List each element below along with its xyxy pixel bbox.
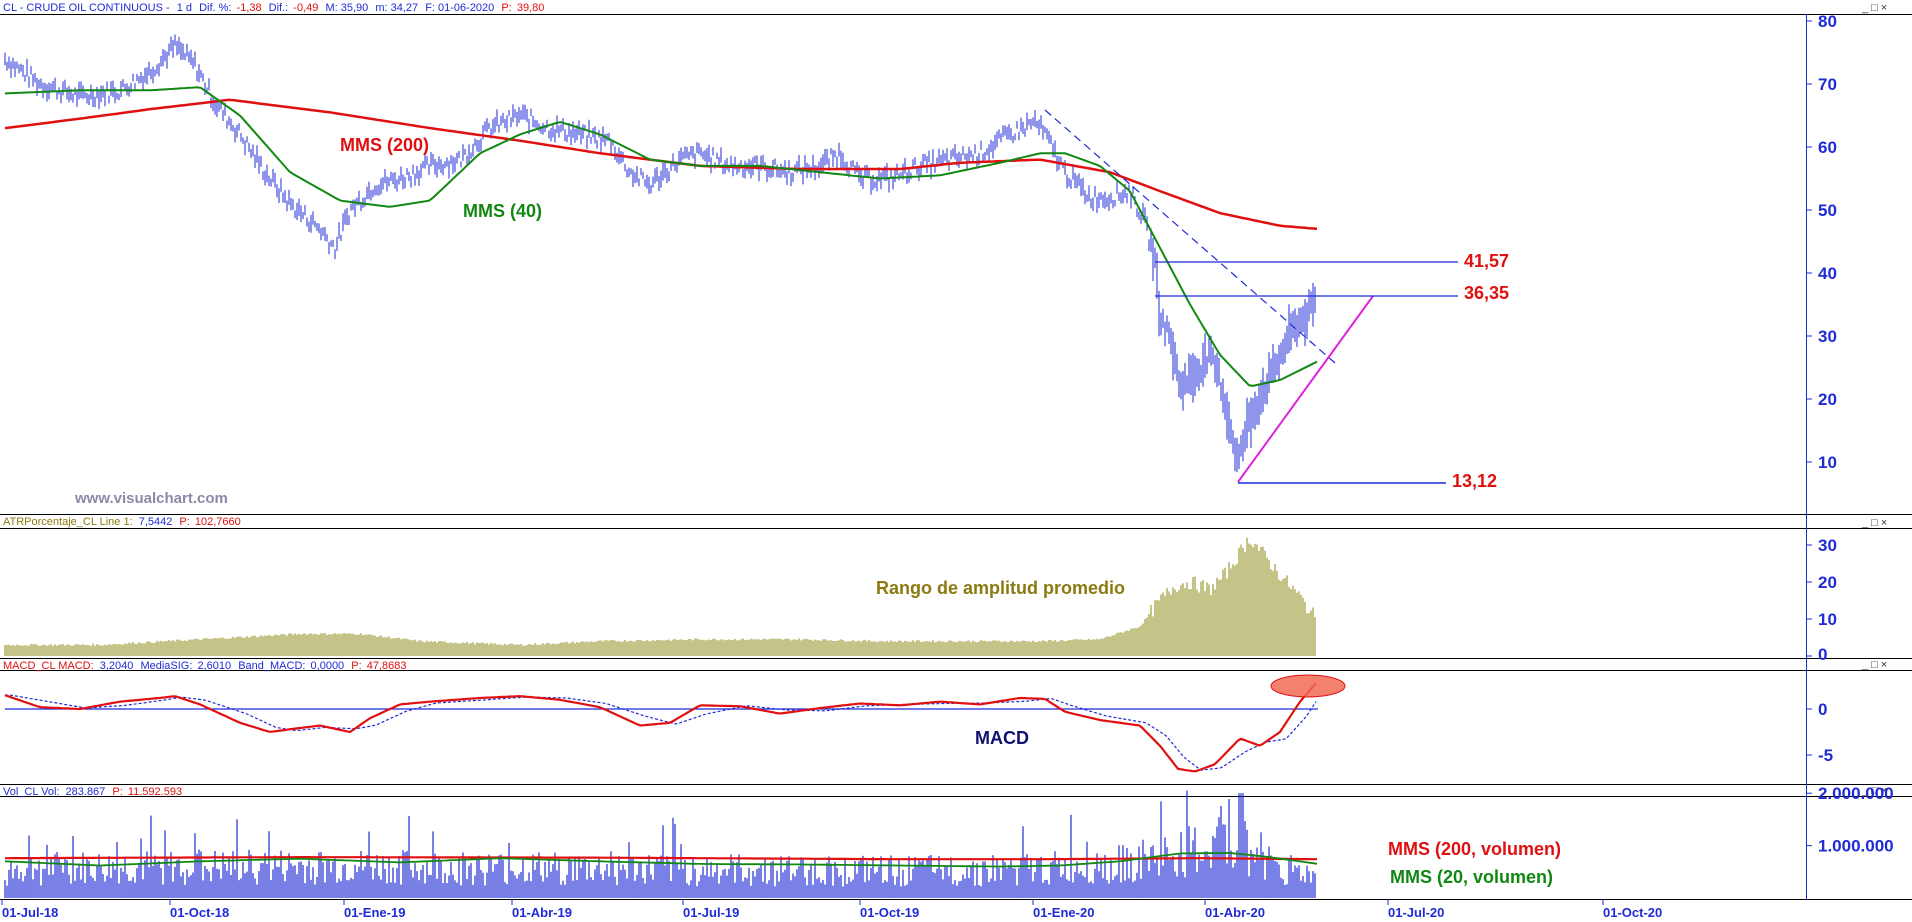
volume-label-20: MMS (20, volumen) [1390, 867, 1553, 887]
x-tick-label: 01-Abr-19 [512, 905, 572, 920]
macd-header-name: MACD_CL MACD: [3, 660, 94, 672]
header-dif-pct: -1,38 [237, 2, 262, 14]
x-tick-label: 01-Abr-20 [1205, 905, 1265, 920]
atr-window-controls[interactable]: _ □ × [1861, 517, 1887, 529]
volume-header-name: Vol_CL Vol: [3, 786, 59, 798]
header-price: 39,80 [517, 2, 545, 14]
atr-bars [4, 537, 1316, 656]
main-y-tick-label: 80 [1818, 12, 1837, 31]
x-tick-label: 01-Oct-20 [1603, 905, 1662, 920]
atr-header-name: ATRPorcentaje_CL Line 1: [3, 516, 133, 528]
macd-header-p: 47,8683 [367, 660, 407, 672]
support-line-magenta [1237, 295, 1374, 483]
macd-y-tick-label: 0 [1818, 700, 1827, 719]
volume-y-tick-label: 1.000.000 [1818, 837, 1894, 856]
macd-header-sig: 2,6010 [197, 660, 231, 672]
header-max: M: 35,90 [325, 2, 368, 14]
x-tick-label: 01-Jul-20 [1388, 905, 1444, 920]
macd-header-band-label: Band_MACD: [238, 660, 305, 672]
main-y-axis: 80 70 60 50 40 30 20 10 [1806, 12, 1837, 472]
watermark: www.visualchart.com [74, 490, 228, 507]
atr-header-line1: 7,5442 [139, 516, 173, 528]
volume-y-tick-label: 2.000.000 [1818, 784, 1894, 803]
level-label-low: 13,12 [1452, 471, 1497, 491]
atr-y-axis: 30 20 10 0 [1806, 536, 1837, 664]
main-y-tick-label: 20 [1818, 390, 1837, 409]
header-min: m: 34,27 [375, 2, 418, 14]
mms40-label: MMS (40) [463, 201, 542, 221]
main-y-tick-label: 70 [1818, 75, 1837, 94]
volume-mms200-line [5, 856, 1317, 861]
header-period: 1 d [177, 2, 192, 14]
macd-y-axis: 0 -5 [1806, 700, 1833, 765]
volume-header-p-label: P: [112, 786, 122, 798]
atr-y-tick-label: 30 [1818, 536, 1837, 555]
header-dif: -0,49 [293, 2, 318, 14]
volume-header-p: 11.592.593 [128, 786, 182, 798]
x-tick-label: 01-Ene-20 [1033, 905, 1094, 920]
volume-label-200: MMS (200, volumen) [1388, 839, 1561, 859]
atr-y-tick-label: 10 [1818, 610, 1837, 629]
macd-signal-line [5, 694, 1317, 771]
main-y-tick-label: 40 [1818, 264, 1837, 283]
x-tick-label: 01-Jul-18 [2, 905, 58, 920]
macd-header-band: 0,0000 [311, 660, 345, 672]
main-y-tick-label: 10 [1818, 453, 1837, 472]
svg-text:MACD_CL MACD: 3,2040: MACD_CL MACD: 3,2040 MediaSIG: 2,6010 Ba… [3, 660, 406, 672]
x-tick-label: 01-Ene-19 [344, 905, 405, 920]
macd-highlight-ellipse [1270, 674, 1346, 698]
main-y-tick-label: 60 [1818, 138, 1837, 157]
svg-text:Vol_CL Vol: 283.867: Vol_CL Vol: 283.867 P: 11.592.593 [3, 786, 182, 798]
mms200-line [4, 98, 1318, 231]
atr-header-p-label: P: [179, 516, 189, 528]
x-tick-label: 01-Oct-19 [860, 905, 919, 920]
macd-header-p-label: P: [351, 660, 361, 672]
macd-y-tick-label: -5 [1818, 746, 1833, 765]
atr-header: ATRPorcentaje_CL Line 1: 7,5442 P: 102,7… [3, 516, 241, 528]
x-tick-label: 01-Oct-18 [170, 905, 229, 920]
svg-text:ATRPorcentaje_CL Line 1:: ATRPorcentaje_CL Line 1: 7,5442 P: 102,7… [3, 516, 241, 528]
macd-header-macd: 3,2040 [100, 660, 134, 672]
atr-header-p: 102,7660 [195, 516, 241, 528]
atr-panel: Rango de amplitud promedio [4, 537, 1316, 656]
volume-y-axis: 2.000.000 1.000.000 [1806, 784, 1894, 856]
window-controls[interactable]: _ □ × _ □ × _ □ × _ □ × [1861, 2, 1887, 797]
macd-line [4, 682, 1317, 773]
header-title: CL - CRUDE OIL CONTINUOUS - [3, 2, 170, 14]
macd-label: MACD [975, 728, 1029, 748]
macd-header: MACD_CL MACD: 3,2040 MediaSIG: 2,6010 Ba… [3, 660, 406, 672]
volume-window-controls[interactable]: _ □ × [1861, 785, 1887, 797]
macd-header-sig-label: MediaSIG: [140, 660, 192, 672]
price-bars [4, 34, 1316, 472]
macd-panel: MACD [4, 674, 1346, 773]
volume-mms20-line [4, 851, 1318, 868]
main-y-tick-label: 50 [1818, 201, 1837, 220]
volume-header-vol: 283.867 [66, 786, 106, 798]
trend-line-dashed [1044, 109, 1336, 364]
x-axis: 01-Jul-18 01-Oct-18 01-Ene-19 01-Abr-19 01-J… [1, 899, 1662, 920]
main-header: CL - CRUDE OIL CONTINUOUS - 1 d Dif. %: … [3, 2, 544, 14]
atr-label: Rango de amplitud promedio [876, 578, 1125, 598]
header-dif-pct-label: Dif. %: [199, 2, 231, 14]
x-tick-label: 01-Jul-19 [683, 905, 739, 920]
mms40-line [4, 86, 1318, 387]
header-price-label: P: [501, 2, 511, 14]
main-y-tick-label: 30 [1818, 327, 1837, 346]
volume-bars [4, 790, 1316, 898]
header-date: F: 01-06-2020 [425, 2, 494, 14]
atr-y-tick-label: 0 [1818, 645, 1827, 664]
panel-frames [0, 14, 1912, 900]
level-label-mid: 36,35 [1464, 283, 1509, 303]
volume-panel: MMS (200, volumen) MMS (20, volumen) [4, 790, 1561, 898]
main-window-controls[interactable]: _ □ × [1861, 2, 1887, 14]
svg-text:CL - CRUDE OIL CONTINUOUS -: CL - CRUDE OIL CONTINUOUS - 1 d Dif. %: … [3, 2, 544, 14]
header-dif-label: Dif.: [269, 2, 289, 14]
atr-y-tick-label: 20 [1818, 573, 1837, 592]
volume-header: Vol_CL Vol: 283.867 P: 11.592.593 [3, 786, 182, 798]
price-panel: MMS (200) MMS (40) 41,57 36,35 13,12 www… [4, 34, 1509, 507]
level-label-high: 41,57 [1464, 251, 1509, 271]
mms200-label: MMS (200) [340, 135, 429, 155]
macd-window-controls[interactable]: _ □ × [1861, 659, 1887, 671]
